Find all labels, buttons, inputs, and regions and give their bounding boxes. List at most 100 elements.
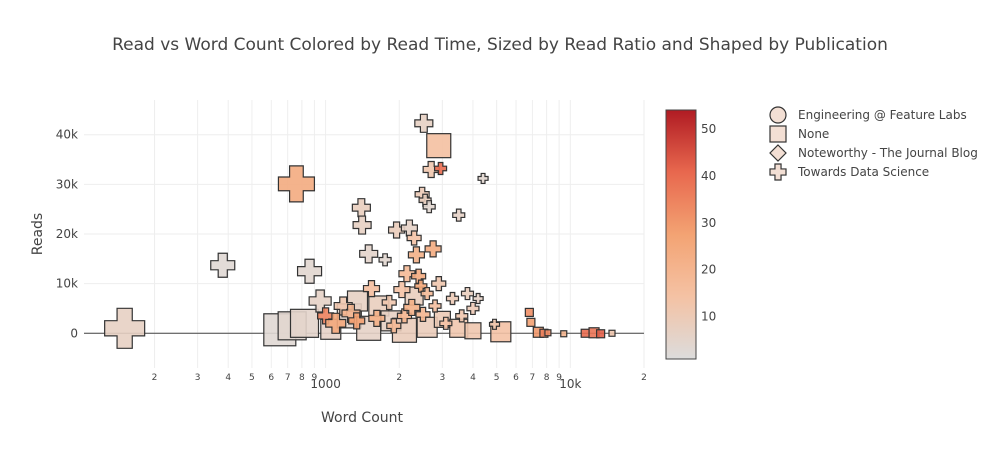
- y-tick-label: 10k: [56, 277, 78, 291]
- data-point: [466, 301, 480, 316]
- legend-item: Noteworthy - The Journal Blog: [769, 144, 978, 162]
- x-tick-label: 1000: [310, 377, 341, 391]
- x-axis-label: Word Count: [321, 410, 404, 426]
- data-point: [403, 298, 421, 317]
- legend: Engineering @ Feature Labs None Noteworthy…: [769, 106, 978, 181]
- x-tick-label: 4: [470, 373, 476, 383]
- data-point: [414, 113, 434, 133]
- x-tick-label: 9: [556, 373, 562, 383]
- data-point: [580, 328, 590, 338]
- x-tick-label: 5: [249, 373, 255, 383]
- data-point: [464, 322, 482, 340]
- data-point: [433, 161, 448, 176]
- data-point: [396, 308, 413, 324]
- data-point: [544, 329, 552, 337]
- y-tick-label: 20k: [56, 227, 78, 241]
- data-point: [348, 312, 366, 330]
- data-point: [378, 253, 392, 267]
- data-point: [420, 286, 434, 301]
- y-tick-label: 40k: [56, 128, 78, 142]
- data-point: [524, 307, 534, 318]
- data-point: [406, 230, 422, 246]
- data-point: [608, 329, 616, 337]
- data-point: [359, 244, 379, 264]
- x-tick-label: 10k: [559, 377, 581, 391]
- data-point: [415, 306, 431, 322]
- x-tick-label: 8: [299, 373, 305, 383]
- legend-label: Engineering @ Feature Labs: [798, 108, 967, 122]
- legend-label: None: [798, 127, 829, 141]
- legend-marker-diamond-icon: [769, 144, 787, 162]
- data-point: [596, 329, 606, 339]
- colorbar-tick-label: 40: [701, 169, 716, 183]
- colorbar-tick-label: 20: [701, 263, 716, 277]
- data-point: [398, 265, 416, 283]
- x-tick-label: 2: [641, 373, 647, 383]
- colorbar-tick-label: 30: [701, 216, 716, 230]
- data-point: [477, 172, 489, 185]
- series-towards-data-science: [104, 113, 501, 349]
- x-tick-label: 5: [494, 373, 500, 383]
- data-point: [104, 307, 146, 349]
- data-point: [289, 308, 320, 338]
- data-point: [387, 221, 406, 239]
- colorbar-tick-label: 10: [701, 310, 716, 324]
- data-point: [210, 252, 236, 278]
- legend-marker-square-icon: [769, 125, 787, 143]
- data-point: [351, 198, 371, 218]
- x-tick-label: 7: [530, 373, 536, 383]
- data-point: [488, 318, 501, 330]
- data-point: [431, 276, 447, 292]
- data-point: [445, 291, 460, 306]
- data-point: [325, 312, 347, 334]
- colorbar: 10 20 30 40 50: [665, 109, 716, 360]
- x-tick-label: 6: [268, 373, 274, 383]
- chart-title: Read vs Word Count Colored by Read Time,…: [112, 35, 888, 55]
- y-tick-label: 30k: [56, 177, 78, 191]
- x-tick-label: 4: [225, 373, 231, 383]
- legend-item: None: [769, 125, 829, 143]
- x-tick-label: 9: [312, 373, 318, 383]
- data-point: [460, 286, 475, 301]
- x-tick-label: 6: [513, 373, 519, 383]
- data-point: [452, 208, 466, 222]
- y-tick-label: 0: [70, 326, 78, 340]
- legend-label: Towards Data Science: [797, 165, 929, 179]
- legend-label: Noteworthy - The Journal Blog: [798, 146, 978, 160]
- x-tick-label: 8: [544, 373, 550, 383]
- colorbar-tick-label: 50: [701, 122, 716, 136]
- data-point: [424, 240, 442, 258]
- data-point: [277, 165, 316, 203]
- data-point: [455, 309, 469, 323]
- x-tick-label: 3: [195, 373, 201, 383]
- x-tick-label: 2: [152, 373, 158, 383]
- colorbar-gradient: [665, 109, 697, 360]
- data-point: [472, 292, 484, 305]
- data-point: [362, 279, 381, 298]
- data-point: [426, 133, 452, 159]
- legend-item: Towards Data Science: [769, 163, 929, 181]
- data-point: [439, 316, 453, 330]
- data-point: [386, 318, 402, 334]
- data-point: [352, 215, 372, 235]
- legend-marker-cross-icon: [769, 163, 787, 181]
- data-point: [422, 200, 436, 214]
- data-point: [381, 294, 397, 311]
- data-point: [393, 280, 411, 299]
- data-points: [104, 113, 616, 349]
- data-point: [560, 330, 568, 338]
- y-axis-label: Reads: [30, 213, 46, 255]
- legend-item: Engineering @ Feature Labs: [769, 106, 967, 124]
- legend-marker-circle-icon: [769, 106, 787, 124]
- x-tick-label: 3: [439, 373, 445, 383]
- x-tick-label: 2: [396, 373, 402, 383]
- data-point: [428, 299, 442, 313]
- x-tick-label: 7: [285, 373, 291, 383]
- data-point: [368, 309, 386, 327]
- data-point: [296, 258, 323, 284]
- y-axis-ticks: 0 10k 20k 30k 40k: [56, 128, 78, 341]
- data-point: [526, 317, 536, 327]
